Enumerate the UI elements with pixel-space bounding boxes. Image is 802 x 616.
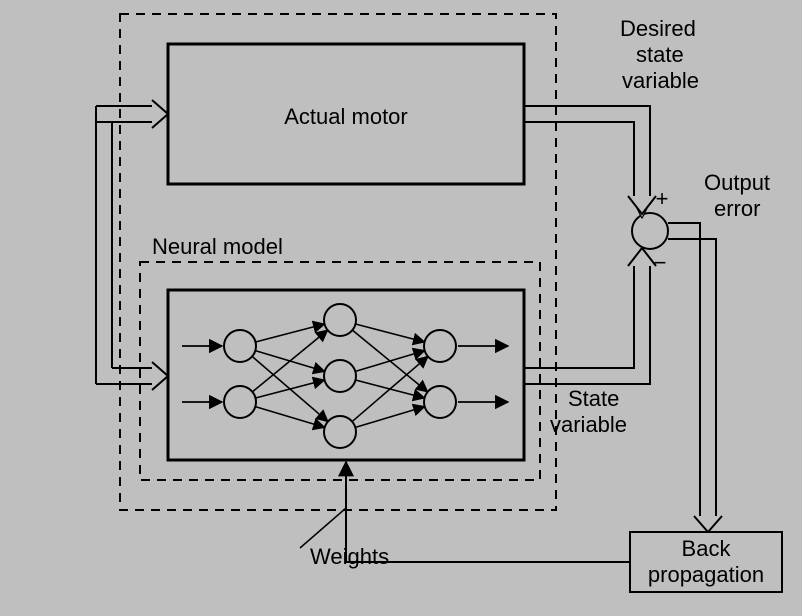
desired-label-1: Desired (620, 16, 696, 41)
nn-node (424, 330, 456, 362)
summation-plus: + (656, 186, 669, 211)
backprop-label-1: Back (682, 536, 732, 561)
actual-motor-label: Actual motor (284, 104, 408, 129)
backprop-label-2: propagation (648, 562, 764, 587)
summation-node (632, 213, 668, 249)
nn-node (224, 386, 256, 418)
output-error-label-1: Output (704, 170, 770, 195)
state-variable-label-2: variable (550, 412, 627, 437)
weights-label: Weights (310, 544, 389, 569)
output-error-label-2: error (714, 196, 760, 221)
nn-node (424, 386, 456, 418)
block-diagram: Actual motor Neural model + − Back propa… (0, 0, 802, 616)
nn-node (324, 304, 356, 336)
desired-label-2: state (636, 42, 684, 67)
nn-node (324, 360, 356, 392)
summation-minus: − (654, 250, 667, 275)
desired-label-3: variable (622, 68, 699, 93)
nn-node (224, 330, 256, 362)
neural-model-label: Neural model (152, 234, 283, 259)
state-variable-label-1: State (568, 386, 619, 411)
nn-node (324, 416, 356, 448)
